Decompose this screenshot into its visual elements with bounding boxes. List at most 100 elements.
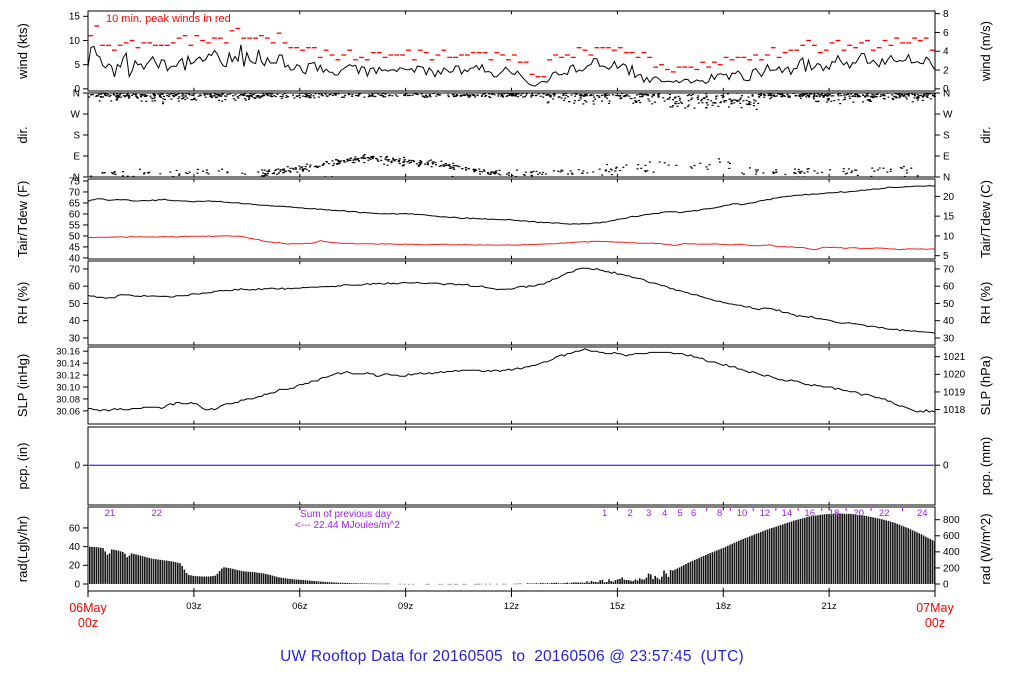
mj-counter-label: 18 [829,508,840,519]
mj-counter-label: 22 [879,508,890,519]
slp-inner-hour-ticks [193,347,830,424]
wind-yticks-right: 0 2 4 6 8 [935,9,949,95]
dir-ylabel-left: dir. [15,126,30,143]
tick-label: 30.12 [56,370,80,381]
tick-label: 50 [69,231,81,242]
x-end-hour-label: 00z [925,616,945,630]
tick-label: 10 [69,36,81,47]
tick-label: 70 [69,187,81,198]
tick-label: 2 [943,65,949,76]
tick-label: 0 [74,461,80,472]
tick-label: 5 [74,60,80,71]
tick-label: 40 [943,316,955,327]
tick-label: 800 [943,515,960,526]
peak-wind-dashes [88,25,935,78]
mj-counter-label: 16 [804,508,815,519]
tick-label: 10 [943,231,955,242]
rh-panel: 30 40 50 60 70 30 40 50 60 70 RH (%) RH (%) [15,260,993,346]
tick-label: 55 [69,220,81,231]
tick-label: 40 [69,316,81,327]
tick-label: N [73,172,80,183]
tick-label: 30.16 [56,347,80,358]
tick-label: 400 [943,547,960,558]
dew-point-line [88,235,936,251]
rh-panel-frame [87,260,936,346]
tick-label: 200 [943,563,960,574]
x-tick-label: 18z [716,601,732,612]
pcp-panel-frame [87,426,936,506]
tick-label: E [943,151,950,162]
tick-label: W [71,109,81,120]
x-tick-label: 06z [292,601,308,612]
tick-label: 45 [69,242,81,253]
tick-label: 1018 [943,405,966,416]
tick-label: 20 [69,561,81,572]
pcp-yticks-right: 0 [935,461,949,472]
tick-label: W [943,109,953,120]
wind-yticks-left: 0 5 10 15 [69,12,88,95]
tick-label: 30.06 [56,406,80,417]
tick-label: 15 [69,12,81,23]
rad-ylabel-right: rad (W/m^2) [978,513,993,584]
mj-counter-label: 5 [678,508,683,519]
tick-label: 20 [943,192,955,203]
rh-line [87,267,936,334]
mj-counter-label: 21 [105,508,116,519]
tick-label: 50 [943,299,955,310]
slp-panel-frame [87,346,936,425]
tick-label: 75 [69,176,81,187]
mj-counter-label: 1 [602,508,607,519]
tick-label: 0 [943,461,949,472]
peak-wind-note: 10 min. peak winds in red [106,13,231,25]
tick-label: 0 [74,84,80,95]
mj-counter-label: 2 [627,508,632,519]
wind-ylabel-left: wind (kts) [15,23,30,80]
tick-label: 60 [943,282,955,293]
dir-ylabel-right: dir. [978,126,993,143]
rad-ylabel-left: rad(Lgly/hr) [15,516,30,582]
rh-ylabel-right: RH (%) [978,282,993,325]
slp-ylabel-left: SLP (inHg) [15,354,30,417]
mj-counter-label: 12 [760,508,771,519]
chart-title: UW Rooftop Data for 20160505 to 20160506… [280,648,744,665]
dir-panel-frame [87,92,936,178]
rad-yticks-right: 0 200 400 600 800 [935,515,960,590]
tick-label: 0 [943,579,949,590]
mj-counter-label: 8 [717,508,722,519]
mj-counter-label: 20 [854,508,865,519]
x-tick-label: 09z [398,601,414,612]
rad-inner-hour-ticks [193,507,830,591]
radiation-area [89,513,936,585]
tick-label: 0 [74,579,80,590]
temp-yticks-right: 5 10 15 20 [935,192,955,262]
mj-counter-label: 22 [152,508,163,519]
tick-label: 15 [943,212,955,223]
pcp-ylabel-left: pcp. (in) [15,443,30,490]
tick-label: 60 [69,523,81,534]
tick-label: 6 [943,28,949,39]
x-start-date-label: 06May [69,601,107,615]
tick-label: 30.08 [56,394,80,405]
mj-counter-label: 14 [782,508,793,519]
wind-panel: 0 5 10 15 0 2 4 6 8 wind (kts) wind (m/s) 10 min. p… [15,9,993,95]
tick-label: 50 [69,299,81,310]
pcp-ylabel-right: pcp. (mm) [978,437,993,496]
x-tick-label: 21z [821,601,837,612]
slp-ylabel-right: SLP (hPa) [978,356,993,416]
tick-label: 30 [943,333,955,344]
direction-scatter [88,92,936,178]
tick-label: 60 [69,282,81,293]
wind-ylabel-right: wind (m/s) [978,21,993,82]
tick-label: 1020 [943,370,966,381]
wind-panel-frame [87,10,936,92]
mj-counter-label: 10 [737,508,748,519]
tick-label: 40 [69,253,81,264]
tick-label: 60 [69,209,81,220]
